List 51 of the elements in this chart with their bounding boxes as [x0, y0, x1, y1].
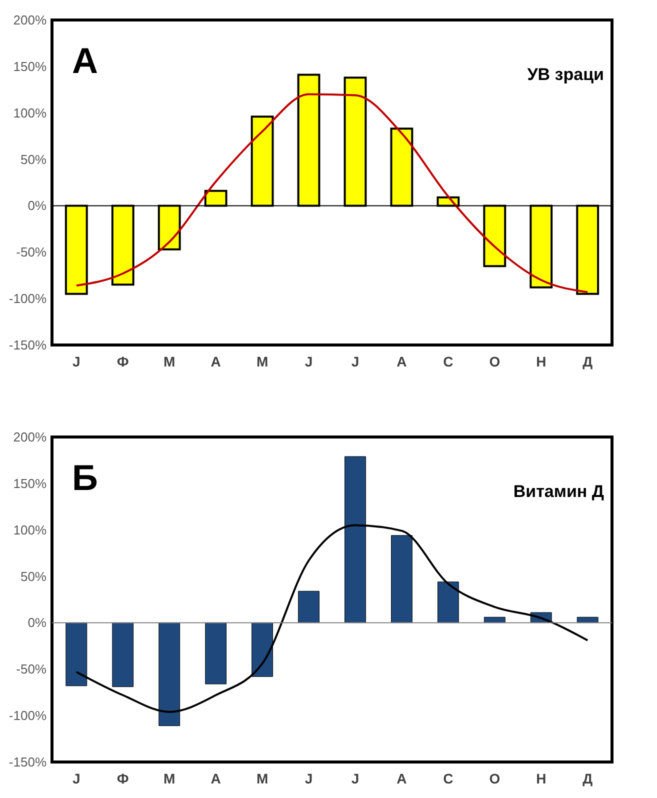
- x-tick-label: М: [164, 354, 176, 370]
- bar: [112, 622, 134, 688]
- annotation: Б: [72, 457, 98, 498]
- x-tick-label: М: [164, 770, 176, 786]
- y-tick-label: -150%: [8, 338, 47, 352]
- x-tick-label: С: [443, 770, 454, 786]
- annotation: Витамин Д: [513, 482, 604, 501]
- x-tick-label: Ф: [116, 354, 129, 370]
- x-tick-label: Ф: [116, 770, 129, 786]
- x-tick-label: Д: [582, 770, 593, 786]
- annotation: УВ зраци: [527, 65, 604, 84]
- x-tick-label: М: [256, 354, 268, 370]
- y-tick-label: -100%: [8, 708, 47, 724]
- y-tick-label: 50%: [20, 152, 47, 167]
- bar: [205, 622, 227, 684]
- bar: [391, 535, 412, 623]
- x-tick-label: Ј: [351, 354, 360, 370]
- y-tick-label: 0%: [28, 198, 47, 214]
- x-tick-label: Н: [536, 354, 546, 370]
- bar: [252, 622, 273, 677]
- y-tick-label: -50%: [16, 244, 47, 260]
- x-tick-label: А: [210, 354, 221, 370]
- x-tick-label: Д: [582, 354, 593, 370]
- y-tick-label: -150%: [8, 754, 47, 770]
- y-tick-label: 150%: [13, 58, 47, 74]
- bar: [298, 590, 320, 623]
- y-tick-label: 200%: [13, 12, 47, 28]
- x-tick-label: А: [210, 770, 221, 786]
- x-tick-label: А: [396, 354, 407, 370]
- annotation: А: [72, 40, 98, 81]
- x-tick-label: О: [489, 770, 500, 786]
- x-tick-label: Ј: [351, 770, 360, 786]
- y-tick-label: -50%: [16, 662, 47, 677]
- y-tick-label: 100%: [13, 522, 47, 538]
- x-tick-label: М: [256, 770, 268, 786]
- x-tick-label: С: [443, 354, 454, 370]
- bar: [437, 582, 459, 623]
- line-series: [75, 93, 589, 294]
- x-tick-label: Ј: [72, 354, 80, 370]
- x-tick-label: Ј: [72, 770, 80, 786]
- x-tick-label: Ј: [304, 354, 313, 370]
- x-tick-label: Н: [536, 770, 546, 786]
- y-tick-label: -100%: [8, 291, 47, 306]
- y-tick-label: 0%: [28, 615, 47, 630]
- x-tick-label: А: [396, 770, 407, 786]
- x-tick-label: Ј: [304, 770, 313, 786]
- x-tick-label: О: [489, 354, 500, 370]
- y-tick-label: 200%: [13, 430, 47, 444]
- y-tick-label: 100%: [13, 105, 47, 120]
- y-tick-label: 50%: [20, 568, 47, 584]
- y-tick-label: 150%: [13, 476, 47, 491]
